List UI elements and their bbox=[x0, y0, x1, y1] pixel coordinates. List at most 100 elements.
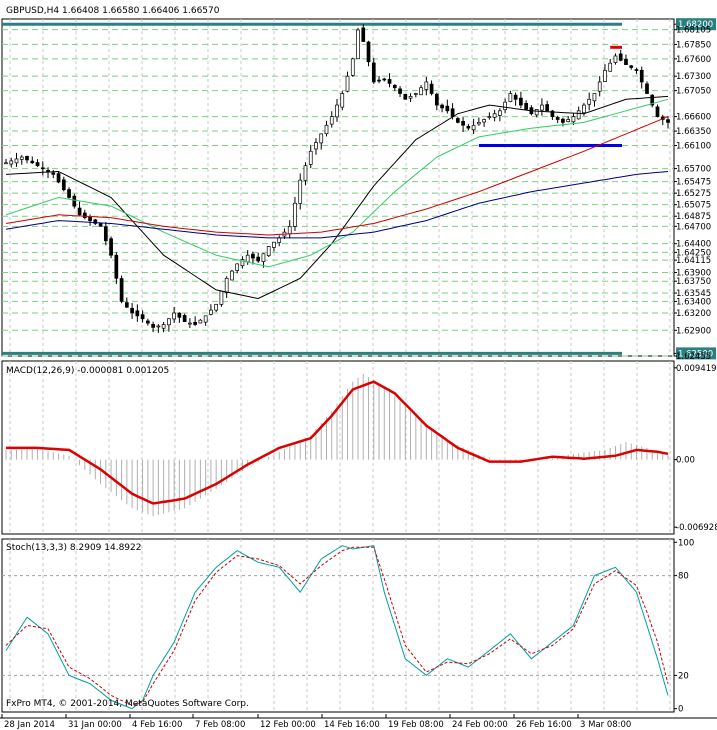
copyright-footer: FxPro MT4, © 2001-2014, MetaQuotes Softw… bbox=[6, 699, 249, 709]
candle bbox=[335, 104, 339, 118]
candle bbox=[25, 155, 29, 161]
candle bbox=[576, 110, 581, 120]
candle bbox=[455, 118, 460, 123]
moving-average-line bbox=[5, 98, 669, 268]
time-tick-label: 14 Feb 16:00 bbox=[324, 720, 380, 730]
candle bbox=[566, 119, 571, 122]
price-tick-label: 1.63200 bbox=[676, 309, 711, 319]
candle bbox=[277, 237, 282, 243]
price-tick-label: 1.62500 bbox=[678, 349, 713, 359]
time-axis: 28 Jan 2014 31 Jan 00:00 4 Feb 16:00 7 Feb … bbox=[1, 714, 631, 730]
candle bbox=[140, 314, 145, 320]
candle bbox=[477, 122, 481, 125]
price-tick-label: 1.67300 bbox=[676, 72, 711, 82]
price-tick-label: 1.66100 bbox=[676, 141, 711, 151]
candle bbox=[524, 103, 528, 110]
candle bbox=[209, 309, 213, 315]
candles bbox=[4, 24, 670, 333]
candle bbox=[350, 58, 355, 76]
candle bbox=[550, 110, 555, 117]
candle bbox=[256, 256, 261, 262]
candle bbox=[214, 303, 219, 311]
candle bbox=[172, 312, 176, 320]
candle bbox=[72, 195, 77, 207]
stoch-tick-label: 0 bbox=[678, 705, 683, 715]
candle bbox=[503, 101, 507, 111]
candle bbox=[561, 118, 565, 123]
candle bbox=[434, 93, 439, 106]
candle bbox=[582, 104, 586, 114]
candle bbox=[188, 322, 192, 325]
candle bbox=[624, 59, 628, 65]
price-tick-label: 1.64400 bbox=[676, 240, 711, 250]
candle bbox=[513, 94, 518, 100]
candle bbox=[177, 312, 182, 318]
time-tick-label: 19 Feb 08:00 bbox=[388, 720, 444, 730]
candle bbox=[19, 156, 24, 160]
candle bbox=[46, 169, 50, 172]
price-tick-label: 1.63545 bbox=[676, 289, 711, 299]
candle bbox=[161, 324, 166, 329]
price-tick-label: 1.65700 bbox=[676, 165, 711, 175]
candle bbox=[450, 108, 455, 117]
candle bbox=[124, 302, 129, 308]
stoch-main-line bbox=[5, 545, 669, 710]
price-tick-label: 1.63400 bbox=[676, 297, 711, 307]
candle bbox=[93, 219, 98, 224]
candle bbox=[408, 96, 413, 99]
candle bbox=[235, 263, 240, 271]
candle bbox=[487, 116, 492, 118]
candle bbox=[508, 93, 513, 103]
candle bbox=[545, 104, 550, 112]
level-price-tag bbox=[676, 347, 716, 360]
panel-frame-3 bbox=[1, 538, 675, 713]
candle bbox=[534, 109, 539, 116]
candle bbox=[392, 84, 397, 89]
candle bbox=[445, 105, 450, 112]
candle bbox=[613, 55, 618, 63]
candle bbox=[413, 93, 418, 95]
price-tick-label: 1.68200 bbox=[678, 20, 713, 30]
candle bbox=[398, 88, 402, 94]
price-tick-label: 1.67050 bbox=[676, 87, 711, 97]
candle bbox=[198, 319, 203, 324]
stoch-axis: 100 80 20 0 bbox=[674, 538, 694, 715]
candle bbox=[555, 117, 560, 120]
macd-tick-label: -0.006928 bbox=[676, 523, 717, 533]
candle bbox=[466, 125, 471, 129]
price-tick-label: 1.66600 bbox=[676, 113, 711, 123]
candle bbox=[293, 202, 297, 227]
moving-average-line bbox=[5, 171, 669, 239]
candle bbox=[40, 167, 45, 170]
candle bbox=[345, 75, 350, 92]
candle bbox=[119, 278, 124, 302]
time-tick-label: 12 Feb 00:00 bbox=[260, 720, 316, 730]
candle bbox=[240, 259, 245, 267]
price-tick-label: 1.64250 bbox=[676, 248, 711, 258]
time-tick-label: 3 Mar 08:00 bbox=[580, 720, 631, 730]
price-tick-label: 1.65075 bbox=[676, 201, 711, 211]
candle bbox=[634, 69, 639, 71]
moving-average-line bbox=[5, 116, 669, 236]
candle bbox=[35, 162, 40, 167]
candle bbox=[377, 79, 381, 82]
candle bbox=[82, 212, 87, 219]
candle bbox=[587, 98, 592, 105]
candle bbox=[61, 179, 66, 191]
candle bbox=[30, 160, 35, 164]
candle bbox=[230, 270, 234, 281]
price-header: GBPUSD,H4 1.66408 1.66580 1.66406 1.6657… bbox=[6, 6, 220, 16]
candle bbox=[182, 315, 187, 322]
candle bbox=[440, 104, 444, 109]
candle bbox=[498, 110, 502, 116]
candle bbox=[645, 83, 649, 94]
stoch-tick-label: 20 bbox=[678, 671, 689, 681]
candle bbox=[419, 87, 423, 96]
candle bbox=[266, 246, 271, 257]
candle bbox=[314, 142, 318, 150]
candle bbox=[403, 93, 408, 100]
price-tick-label: 1.64875 bbox=[676, 212, 711, 222]
candle bbox=[356, 29, 360, 60]
price-tick-label: 1.64700 bbox=[676, 222, 711, 232]
